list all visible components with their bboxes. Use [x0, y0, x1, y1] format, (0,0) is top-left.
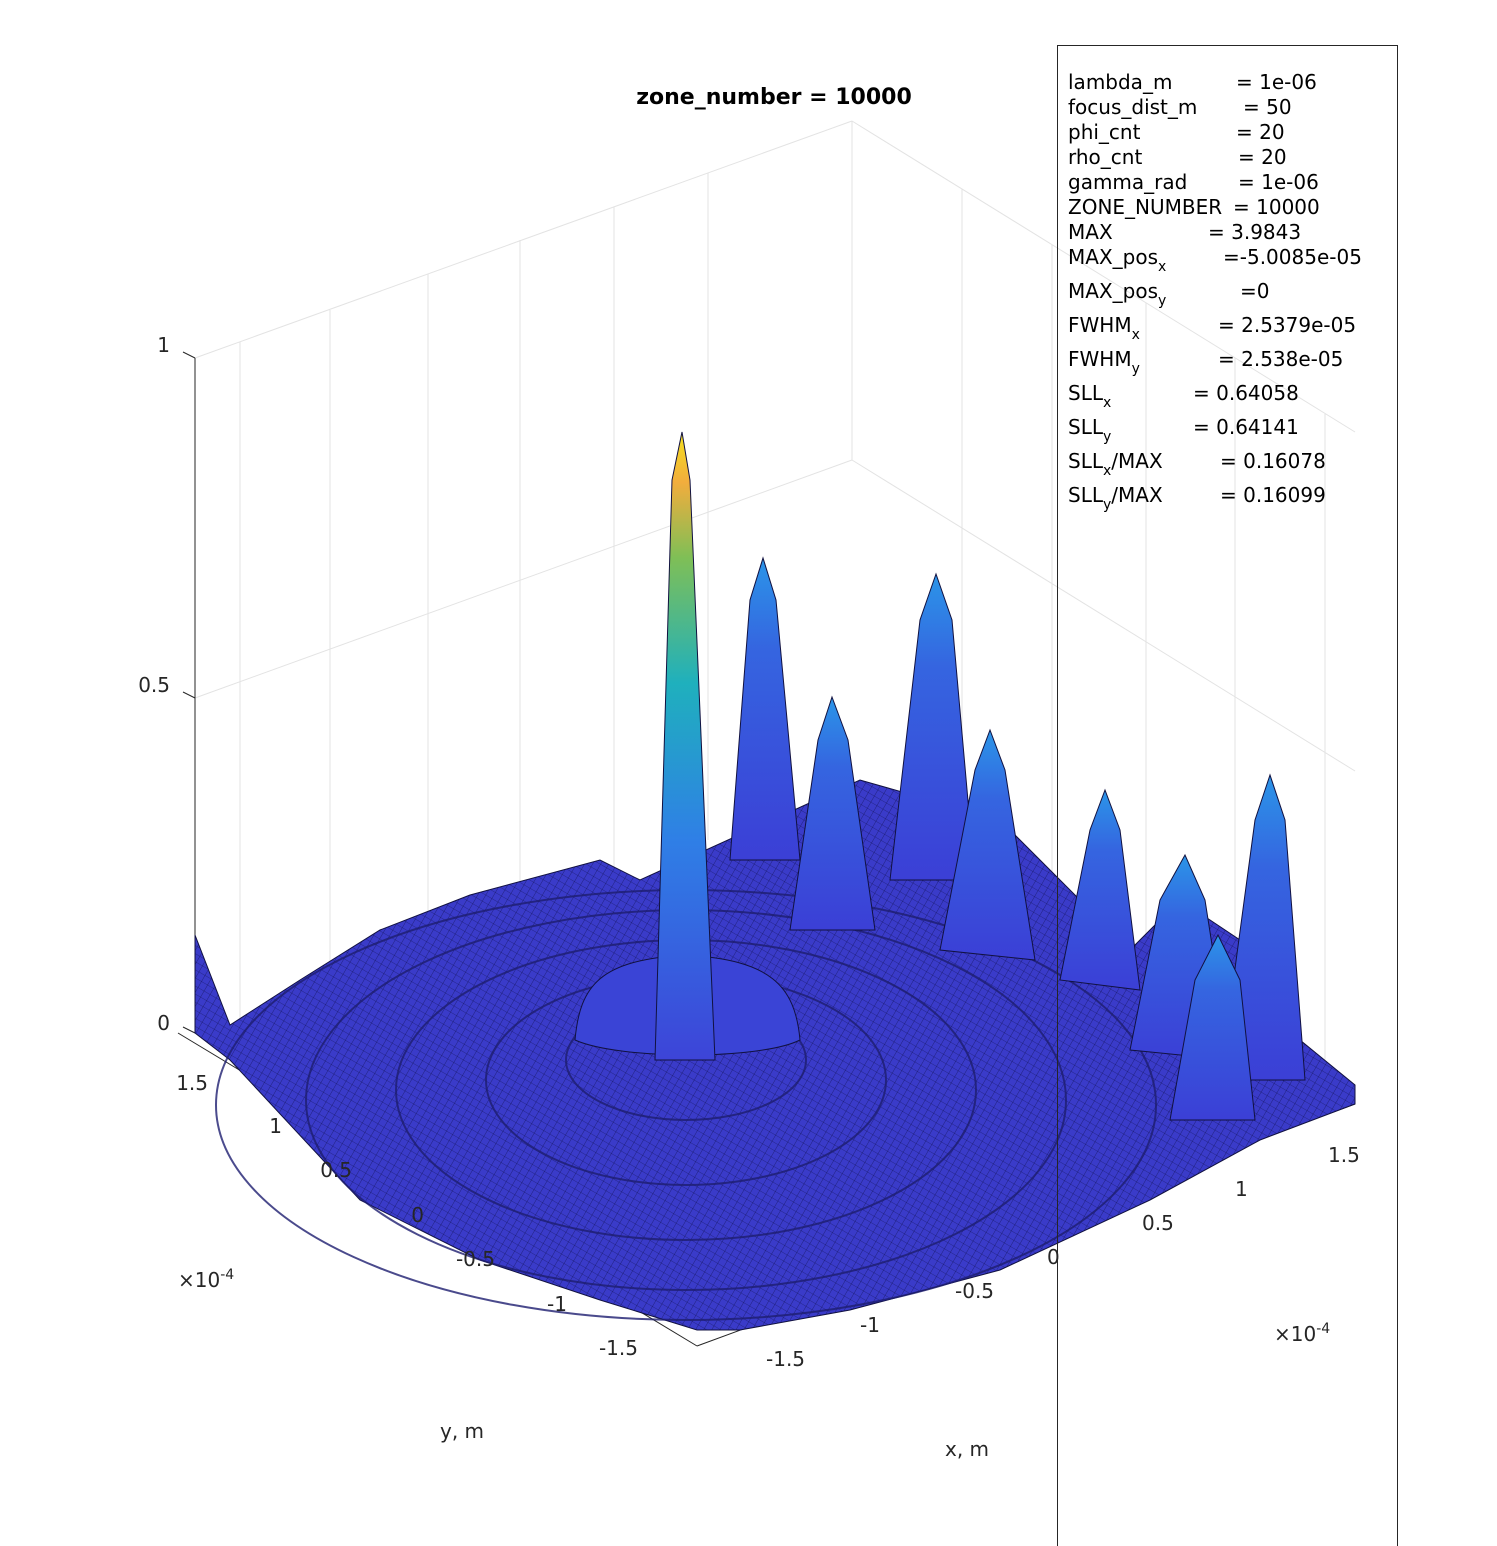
legend-value: = 0.64058	[1193, 381, 1299, 405]
side-lobes	[729, 556, 1306, 1121]
y-tick-3: 0	[411, 1203, 424, 1227]
legend-value: = 3.9843	[1208, 220, 1302, 244]
legend-name: FWHM	[1068, 347, 1132, 371]
legend-name: SLL	[1068, 449, 1103, 473]
legend-value: = 2.538e-05	[1218, 347, 1344, 371]
x-tick-5: 1	[1235, 1177, 1248, 1201]
x-exponent: ×10-4	[1274, 1321, 1330, 1346]
legend-name: MAX_pos	[1068, 245, 1158, 269]
y-exponent: ×10-4	[178, 1267, 234, 1292]
legend-name: SLL	[1068, 381, 1103, 405]
legend-value: =-5.0085e-05	[1223, 245, 1362, 269]
legend-name: focus_dist_m	[1068, 95, 1198, 119]
legend-subscript: y	[1102, 429, 1112, 445]
legend-name: SLL	[1068, 415, 1103, 439]
legend-value: = 20	[1238, 145, 1287, 169]
x-tick-4: 0.5	[1142, 1211, 1174, 1235]
legend-name-tail: /MAX	[1111, 449, 1163, 473]
z-tick-0: 0	[157, 1011, 170, 1035]
legend-row: lambda_m	[1068, 71, 1172, 103]
legend-row: rho_cnt	[1068, 146, 1142, 178]
legend-value: = 10000	[1233, 195, 1320, 219]
legend-row: SLLy	[1068, 416, 1111, 448]
z-tick-2: 1	[157, 333, 170, 357]
surface	[194, 431, 1356, 1331]
legend-value: = 1e-06	[1236, 70, 1317, 94]
legend-name: lambda_m	[1068, 70, 1173, 94]
legend-value: = 0.16099	[1220, 483, 1326, 507]
legend-value: = 1e-06	[1238, 170, 1319, 194]
legend-row: FWHMy	[1068, 348, 1140, 380]
legend-subscript: y	[1102, 497, 1112, 513]
legend-name: MAX	[1068, 220, 1113, 244]
legend-value: = 2.5379e-05	[1218, 313, 1357, 337]
legend-name: gamma_rad	[1068, 170, 1188, 194]
legend-box: lambda_m = 1e-06 focus_dist_m = 50 phi_cnt = …	[1057, 45, 1398, 1546]
legend-name: MAX_pos	[1068, 279, 1158, 303]
legend-name-tail: /MAX	[1111, 483, 1163, 507]
legend-name: phi_cnt	[1068, 120, 1141, 144]
legend-row: ZONE_NUMBER	[1068, 196, 1222, 228]
z-axis	[182, 351, 196, 1034]
y-tick-4: 0.5	[320, 1158, 352, 1182]
legend-subscript: y	[1131, 361, 1140, 377]
legend-value: = 50	[1243, 95, 1292, 119]
x-tick-1: -1	[860, 1313, 880, 1337]
axes-box	[194, 120, 1356, 1100]
x-tick-0: -1.5	[766, 1347, 805, 1371]
legend-row: gamma_rad	[1068, 171, 1187, 203]
x-axis-label: x, m	[945, 1437, 989, 1461]
legend-row: SLLx	[1068, 382, 1111, 414]
legend-subscript: x	[1102, 395, 1112, 411]
legend-subscript: y	[1158, 293, 1167, 309]
y-tick-2: -0.5	[456, 1247, 495, 1271]
legend-row: MAX_posy	[1068, 280, 1166, 312]
legend-row: focus_dist_m	[1068, 96, 1197, 128]
y-tick-1: -1	[547, 1292, 567, 1316]
legend-row: SLLx/MAX	[1068, 450, 1163, 482]
legend-name: rho_cnt	[1068, 145, 1143, 169]
z-tick-1: 0.5	[138, 673, 170, 697]
legend-value: =0	[1240, 279, 1270, 303]
legend-row: phi_cnt	[1068, 121, 1140, 153]
legend-row: FWHMx	[1068, 314, 1140, 346]
legend-name: FWHM	[1068, 313, 1132, 337]
x-tick-6: 1.5	[1328, 1143, 1360, 1167]
legend-value: = 20	[1236, 120, 1285, 144]
y-tick-5: 1	[269, 1114, 282, 1138]
legend-row: MAX_posx	[1068, 246, 1166, 278]
legend-name: ZONE_NUMBER	[1068, 195, 1223, 219]
legend-subscript: x	[1131, 327, 1140, 343]
y-tick-0: -1.5	[599, 1336, 638, 1360]
legend-subscript: x	[1102, 463, 1112, 479]
x-tick-2: -0.5	[955, 1279, 994, 1303]
legend-value: = 0.16078	[1220, 449, 1326, 473]
legend-row: MAX	[1068, 221, 1113, 253]
legend-subscript: x	[1158, 259, 1167, 275]
chart-title: zone_number = 10000	[636, 85, 912, 110]
y-axis-label: y, m	[440, 1419, 484, 1443]
legend-row: SLLy/MAX	[1068, 484, 1163, 516]
x-tick-3: 0	[1047, 1245, 1060, 1269]
legend-value: = 0.64141	[1193, 415, 1299, 439]
y-tick-6: 1.5	[176, 1071, 208, 1095]
legend-name: SLL	[1068, 483, 1103, 507]
